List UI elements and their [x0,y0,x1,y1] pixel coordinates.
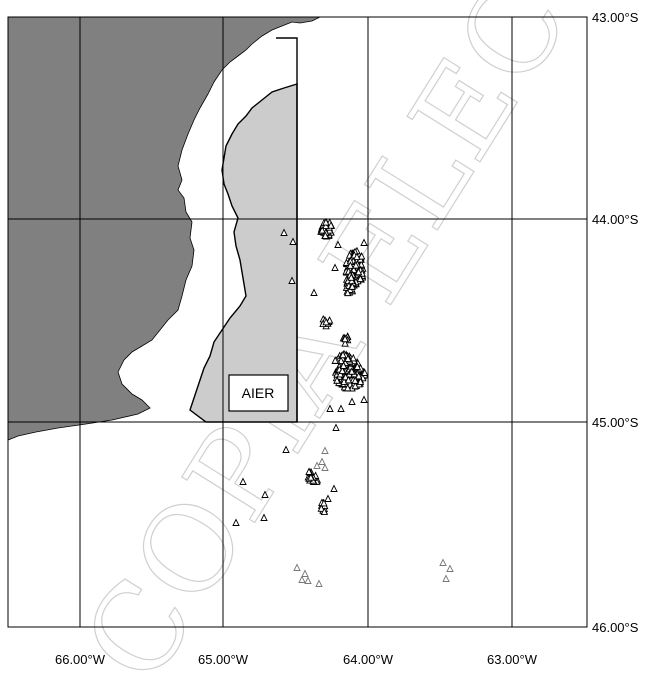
observation-point [356,377,365,385]
latitude-labels: 43.00°S 44.00°S 45.00°S 46.00°S [592,10,639,635]
observation-point [357,252,366,260]
observation-point [232,518,240,526]
observation-point [330,484,338,492]
observation-point [261,490,269,498]
lat-label-44: 44.00°S [592,212,639,227]
aier-label: AIER [242,385,275,401]
observation-point [350,265,358,273]
observation-point [354,371,363,380]
lat-label-45: 45.00°S [592,415,639,430]
observation-point [344,354,352,362]
observation-point [356,274,365,282]
observation-point [333,376,341,384]
lon-label-66: 66.00°W [55,652,106,667]
lon-label-63: 63.00°W [487,652,538,667]
observation-point [310,288,318,296]
observation-point-secondary [304,576,312,584]
observation-point [341,339,349,347]
observation-point [280,228,288,236]
observation-point [348,397,356,405]
observation-point [260,513,268,521]
observation-point [320,498,328,507]
observation-point [341,334,349,343]
observation-point [343,383,352,392]
lat-label-43: 43.00°S [592,10,639,25]
observation-point [354,267,363,276]
observation-point [334,240,342,248]
observation-point [352,261,360,269]
observation-point [360,395,368,403]
observation-point [320,507,329,515]
observation-point [288,276,296,284]
observation-point [348,367,356,375]
observation-point [338,366,347,375]
observation-point-secondary [318,457,326,465]
observation-point [341,372,350,381]
observation-point [347,273,355,281]
aier-boundary [276,37,298,422]
observation-points [232,218,369,526]
observation-point [348,282,356,290]
observation-point-secondary [321,446,329,454]
observation-point [331,263,339,271]
lon-label-65: 65.00°W [198,652,249,667]
observation-point [322,317,330,326]
observation-point-secondary [439,558,447,566]
observation-point [307,473,315,481]
observation-point-secondary [298,575,306,583]
observation-point [353,252,361,261]
observation-point-secondary [301,569,309,577]
observation-point [360,368,369,376]
observation-point [351,376,359,384]
aier-area [189,83,298,423]
observation-point [346,261,355,269]
lon-label-64: 64.00°W [343,652,394,667]
observation-point [324,494,332,502]
observation-point-secondary [321,463,329,471]
observation-point [305,467,313,475]
observation-point [326,404,334,412]
observation-point-secondary [315,579,323,587]
observation-point [349,353,358,362]
observation-point [331,356,339,364]
longitude-labels: 66.00°W 65.00°W 64.00°W 63.00°W [55,652,538,667]
observation-point [337,356,345,364]
observation-point-secondary [446,564,454,572]
observation-point [327,221,335,229]
observation-point [239,477,247,485]
observation-point [318,226,326,234]
observation-point [322,218,330,226]
observation-point [351,381,359,390]
coastline-land [7,16,321,441]
observation-point [360,238,368,246]
observation-point [339,350,347,359]
observation-point [353,362,362,370]
observation-point [339,361,348,369]
graticule [7,16,588,628]
aier-label-box [228,374,289,412]
observation-point [344,288,352,297]
observation-point [289,237,297,245]
observation-point [317,504,326,512]
observation-point [332,423,340,431]
observation-point-secondary [442,574,450,582]
observation-point-secondary [313,461,321,469]
observation-point [282,445,290,453]
observation-point [344,375,353,384]
observation-point [321,231,330,239]
observation-point [337,404,345,412]
lat-label-46: 46.00°S [592,620,639,635]
observation-point-secondary [293,563,301,571]
observation-points-secondary [293,446,454,587]
observation-point [325,316,334,324]
